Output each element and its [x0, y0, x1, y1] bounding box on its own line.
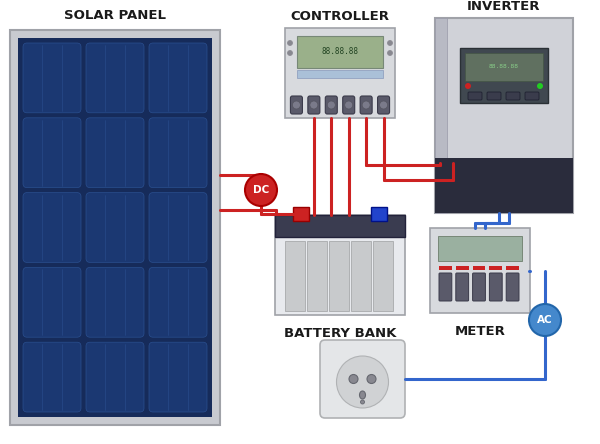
- FancyBboxPatch shape: [343, 96, 355, 114]
- Text: AC: AC: [537, 315, 553, 325]
- Ellipse shape: [359, 391, 365, 399]
- FancyBboxPatch shape: [456, 273, 469, 301]
- Bar: [460, 48, 548, 103]
- FancyBboxPatch shape: [149, 267, 207, 337]
- FancyBboxPatch shape: [149, 118, 207, 188]
- Bar: [373, 241, 393, 311]
- FancyBboxPatch shape: [473, 273, 485, 301]
- FancyBboxPatch shape: [149, 193, 207, 262]
- Bar: [439, 266, 452, 270]
- Circle shape: [529, 304, 561, 336]
- Bar: [285, 241, 305, 311]
- Circle shape: [349, 374, 358, 384]
- Bar: [18, 38, 212, 417]
- Bar: [435, 18, 447, 213]
- Circle shape: [465, 83, 471, 89]
- Circle shape: [388, 40, 392, 45]
- FancyBboxPatch shape: [149, 43, 207, 113]
- Text: INVERTER: INVERTER: [467, 0, 541, 13]
- Circle shape: [345, 101, 353, 109]
- Circle shape: [327, 101, 335, 109]
- Text: BATTERY BANK: BATTERY BANK: [284, 327, 396, 340]
- FancyBboxPatch shape: [506, 273, 519, 301]
- Circle shape: [537, 83, 543, 89]
- Text: SOLAR PANEL: SOLAR PANEL: [64, 9, 166, 22]
- FancyBboxPatch shape: [487, 92, 501, 100]
- FancyBboxPatch shape: [23, 43, 81, 113]
- Bar: [297, 36, 383, 68]
- Circle shape: [362, 101, 370, 109]
- Bar: [351, 241, 371, 311]
- Bar: [285, 28, 395, 118]
- Bar: [456, 266, 469, 270]
- Circle shape: [310, 101, 318, 109]
- FancyBboxPatch shape: [320, 340, 405, 418]
- Bar: [275, 215, 405, 315]
- FancyBboxPatch shape: [23, 267, 81, 337]
- FancyBboxPatch shape: [86, 43, 144, 113]
- FancyBboxPatch shape: [490, 273, 502, 301]
- Bar: [275, 215, 405, 237]
- Circle shape: [380, 101, 388, 109]
- FancyBboxPatch shape: [290, 96, 302, 114]
- FancyBboxPatch shape: [308, 96, 320, 114]
- Bar: [329, 241, 349, 311]
- FancyBboxPatch shape: [506, 92, 520, 100]
- Bar: [506, 266, 519, 270]
- FancyBboxPatch shape: [86, 118, 144, 188]
- FancyBboxPatch shape: [86, 342, 144, 412]
- FancyBboxPatch shape: [23, 118, 81, 188]
- Circle shape: [367, 374, 376, 384]
- Bar: [473, 266, 485, 270]
- Circle shape: [287, 40, 293, 45]
- Bar: [465, 53, 543, 81]
- FancyBboxPatch shape: [149, 342, 207, 412]
- Bar: [297, 70, 383, 78]
- Bar: [10, 30, 220, 425]
- FancyBboxPatch shape: [86, 193, 144, 262]
- Text: 88.88.88: 88.88.88: [322, 48, 359, 56]
- Circle shape: [337, 356, 389, 408]
- Text: CONTROLLER: CONTROLLER: [290, 10, 389, 23]
- Bar: [435, 158, 573, 213]
- FancyBboxPatch shape: [377, 96, 389, 114]
- Bar: [430, 228, 530, 313]
- FancyBboxPatch shape: [439, 273, 452, 301]
- FancyBboxPatch shape: [468, 92, 482, 100]
- FancyBboxPatch shape: [23, 342, 81, 412]
- Circle shape: [388, 51, 392, 56]
- FancyBboxPatch shape: [86, 267, 144, 337]
- Circle shape: [287, 51, 293, 56]
- FancyBboxPatch shape: [525, 92, 539, 100]
- Bar: [371, 207, 387, 221]
- Bar: [293, 207, 309, 221]
- FancyBboxPatch shape: [23, 193, 81, 262]
- Text: DC: DC: [253, 185, 269, 195]
- Circle shape: [245, 174, 277, 206]
- Text: METER: METER: [455, 325, 505, 338]
- Bar: [435, 18, 573, 213]
- Text: 88.88.88: 88.88.88: [489, 64, 519, 70]
- FancyBboxPatch shape: [325, 96, 337, 114]
- Circle shape: [361, 400, 365, 404]
- Bar: [438, 236, 522, 261]
- FancyBboxPatch shape: [360, 96, 372, 114]
- Bar: [490, 266, 502, 270]
- Circle shape: [292, 101, 301, 109]
- Bar: [307, 241, 327, 311]
